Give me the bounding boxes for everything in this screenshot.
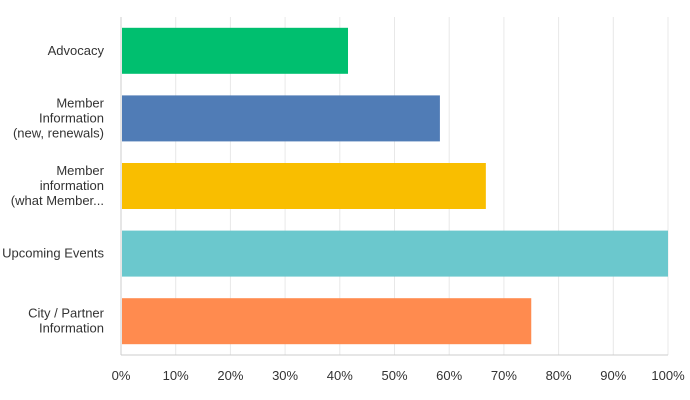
x-tick-label: 60% xyxy=(436,368,462,383)
x-tick-label: 90% xyxy=(600,368,626,383)
category-label: Upcoming Events xyxy=(2,246,104,261)
category-label: Member Information (new, renewals) xyxy=(13,95,105,140)
x-tick-label: 40% xyxy=(327,368,353,383)
bar xyxy=(122,27,349,74)
axes xyxy=(120,17,668,356)
x-tick-label: 70% xyxy=(491,368,517,383)
category-label: City / Partner Information xyxy=(28,306,105,336)
x-tick-label: 10% xyxy=(163,368,189,383)
bar xyxy=(122,95,440,142)
bars xyxy=(122,27,668,345)
x-tick-label: 50% xyxy=(381,368,407,383)
category-label: Member information (what Member... xyxy=(11,163,105,208)
bar xyxy=(122,163,486,209)
x-tick-label: 20% xyxy=(217,368,243,383)
x-tick-label: 100% xyxy=(651,368,685,383)
x-tick-label: 80% xyxy=(546,368,572,383)
x-tick-label: 30% xyxy=(272,368,298,383)
x-tick-labels: 0% 10% 20% 30% 40% 50% 60% 70% 80% 90% 100% xyxy=(112,368,685,383)
x-tick-label: 0% xyxy=(112,368,131,383)
category-labels: Advocacy Member Information (new, renewals)… xyxy=(2,43,105,336)
bar xyxy=(122,230,668,277)
bar xyxy=(122,298,532,345)
category-label: Advocacy xyxy=(48,43,105,58)
